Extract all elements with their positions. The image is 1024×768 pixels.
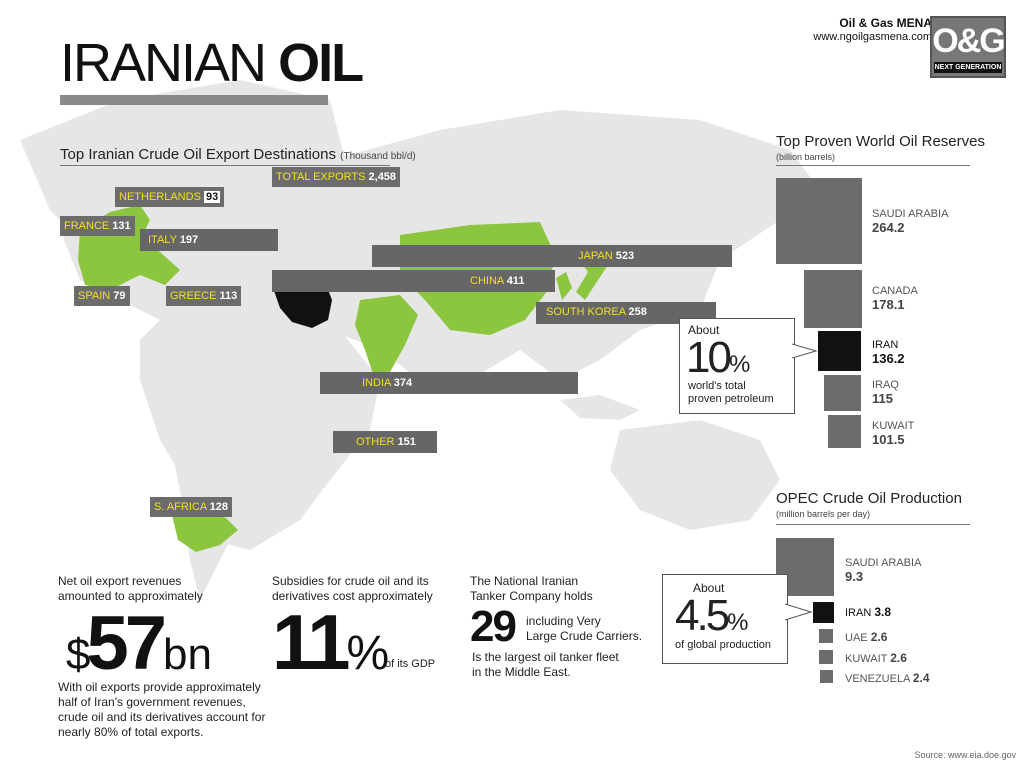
opec-callout-text: of global production (675, 639, 772, 651)
opec-title: OPEC Crude Oil Production (776, 490, 962, 507)
logo-mark: O&G (932, 22, 1005, 60)
reserves-callout: About 10% world's total proven petroleum (679, 318, 795, 414)
india-bar (320, 372, 578, 394)
brand-url[interactable]: www.ngoilgasmena.com (813, 31, 932, 43)
logo-tagline: NEXT GENERATION (934, 62, 1002, 73)
destination-greece: GREECE 113 (166, 286, 242, 306)
opec-box-iran (813, 602, 834, 623)
reserve-label-saudi-arabia: SAUDI ARABIA 264.2 (872, 208, 949, 235)
destination-spain: SPAIN 79 (74, 286, 130, 306)
destination-south-africa: S. AFRICA 128 (150, 497, 232, 517)
destination-india: INDIA 374 (362, 377, 413, 389)
reserves-unit: (billion barrels) (776, 152, 836, 162)
total-exports-label: TOTAL EXPORTS 2,458 (272, 167, 401, 187)
reserve-box-iraq (824, 375, 861, 411)
reserves-callout-number: 10% (686, 333, 750, 382)
title-underline (60, 95, 328, 105)
brand-logo: O&G NEXT GENERATION (930, 16, 1006, 78)
reserves-rule (776, 165, 970, 166)
reserves-callout-prefix: About (688, 323, 720, 337)
reserves-title: Top Proven World Oil Reserves (776, 133, 985, 150)
reserve-label-canada: CANADA 178.1 (872, 285, 918, 312)
japan-bar (372, 245, 732, 267)
other-bar (333, 431, 437, 453)
reserve-box-canada (804, 270, 862, 328)
tankers-side-text: including Very Large Crude Carriers. (526, 614, 643, 643)
destination-france: FRANCE 131 (60, 216, 135, 236)
revenue-description: With oil exports provide approximately ha… (58, 680, 266, 739)
reserve-label-iran: IRAN 136.2 (872, 339, 905, 366)
tankers-intro: The National Iranian Tanker Company holds (470, 574, 593, 603)
destination-japan: JAPAN 523 (578, 250, 635, 262)
reserve-label-kuwait: KUWAIT 101.5 (872, 420, 915, 447)
reserves-callout-pointer (792, 343, 818, 359)
opec-label-iran: IRAN 3.8 (845, 605, 892, 619)
reserve-box-kuwait (828, 415, 861, 448)
revenue-figure: $57bn (66, 601, 212, 686)
destination-china: CHINA 411 (470, 275, 525, 287)
korea-region (556, 272, 572, 300)
reserves-callout-text: world's total proven petroleum (688, 380, 774, 405)
subsidies-suffix: of its GDP (385, 658, 436, 670)
opec-unit: (million barrels per day) (776, 509, 871, 519)
destination-netherlands: NETHERLANDS 93 (115, 187, 225, 207)
revenue-intro: Net oil export revenues amounted to appro… (58, 574, 203, 603)
opec-label-venezuela: VENEZUELA 2.4 (845, 671, 930, 685)
opec-callout-pointer (785, 603, 813, 621)
china-bar (272, 270, 555, 292)
opec-box-venezuela (820, 670, 833, 683)
opec-label-uae: UAE 2.6 (845, 630, 888, 644)
exports-rule (60, 165, 390, 166)
opec-box-uae (819, 629, 833, 643)
tankers-figure: 29 (470, 602, 517, 651)
south-korea-bar (536, 302, 716, 324)
opec-label-saudi-arabia: SAUDI ARABIA 9.3 (845, 557, 922, 584)
subsidies-intro: Subsidies for crude oil and its derivativ… (272, 574, 433, 603)
opec-box-kuwait (819, 650, 833, 664)
source-note: Source: www.eia.doe.gov (914, 750, 1016, 760)
italy-bar (140, 229, 278, 251)
opec-rule (776, 524, 970, 525)
opec-callout: About 4.5% of global production (662, 574, 788, 664)
opec-label-kuwait: KUWAIT 2.6 (845, 651, 907, 665)
reserve-box-saudi-arabia (776, 178, 862, 264)
subsidies-figure: 11% (272, 598, 390, 686)
opec-callout-prefix: About (693, 581, 725, 595)
tankers-description: Is the largest oil tanker fleet in the Mi… (472, 650, 619, 679)
brand-info: Oil & Gas MENA www.ngoilgasmena.com (813, 16, 932, 44)
page-title: IRANIAN OIL (60, 33, 364, 93)
opec-callout-number: 4.5% (675, 591, 749, 640)
destination-italy: ITALY 197 (148, 234, 199, 246)
brand-name: Oil & Gas MENA (839, 16, 932, 30)
exports-title: Top Iranian Crude Oil Export Destination… (60, 146, 416, 163)
india-region (355, 295, 418, 380)
destination-other: OTHER 151 (356, 436, 416, 448)
destination-south-korea: SOUTH KOREA 258 (546, 306, 647, 318)
south-africa-region (172, 510, 238, 552)
reserve-label-iraq: IRAQ 115 (872, 379, 899, 406)
reserve-box-iran (818, 331, 861, 371)
